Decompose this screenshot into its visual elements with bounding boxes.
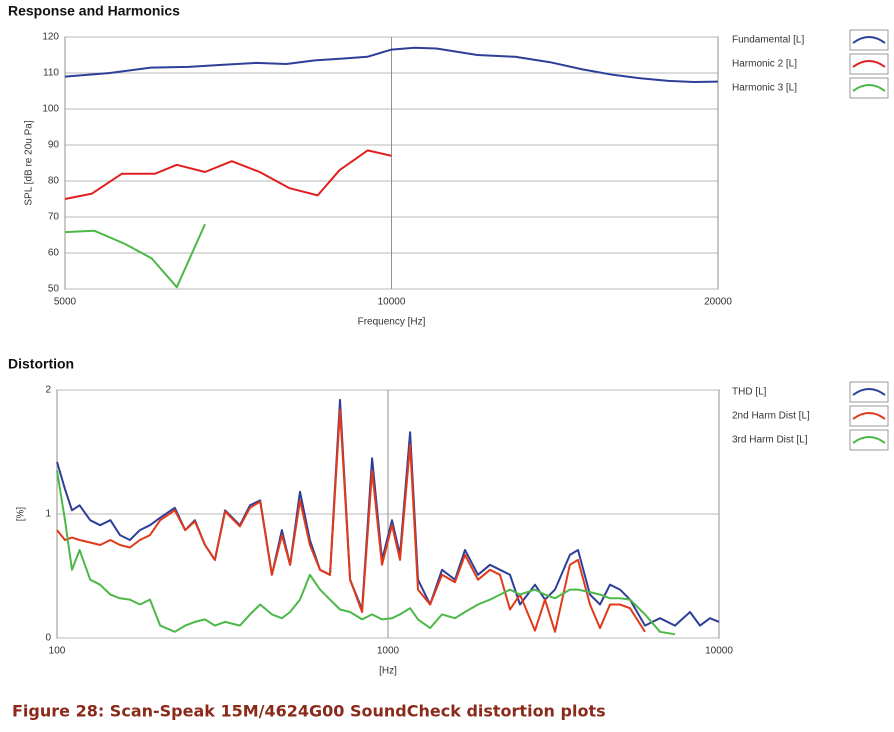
chart-title: Response and Harmonics	[8, 3, 180, 19]
legend-box	[849, 77, 889, 99]
y-axis-label: [%]	[16, 507, 27, 522]
caption: Figure 28: Scan-Speak 15M/4624G00 SoundC…	[12, 702, 606, 721]
x-tick-label: 100	[49, 646, 66, 657]
x-tick-label: 5000	[54, 297, 77, 308]
chart-title: Distortion	[8, 356, 74, 372]
y-tick-label: 80	[48, 176, 60, 187]
legend-box	[849, 29, 889, 51]
y-tick-label: 0	[45, 633, 51, 644]
x-axis-label: Frequency [Hz]	[358, 317, 426, 328]
legend-swatch	[852, 84, 886, 92]
x-tick-label: 1000	[377, 646, 400, 657]
x-tick-label: 20000	[704, 297, 732, 308]
series-line	[64, 223, 206, 289]
y-tick-label: 90	[48, 140, 60, 151]
x-axis-label: [Hz]	[379, 666, 397, 677]
series-line	[56, 408, 646, 633]
x-tick-label: 10000	[705, 646, 733, 657]
series-line	[56, 470, 676, 636]
legend-swatch	[852, 436, 886, 444]
series-line	[56, 398, 720, 627]
legend-box	[849, 53, 889, 75]
y-tick-label: 100	[42, 104, 59, 115]
y-tick-label: 50	[48, 284, 60, 295]
legend-label: 3rd Harm Dist [L]	[732, 435, 808, 446]
y-tick-label: 110	[43, 68, 59, 79]
legend-box	[849, 429, 889, 451]
legend-label: THD [L]	[732, 387, 767, 398]
y-tick-label: 120	[42, 32, 59, 43]
legend-box	[849, 381, 889, 403]
legend-box	[849, 405, 889, 427]
series-line	[64, 46, 719, 83]
series-line	[64, 149, 392, 200]
legend-swatch	[852, 412, 886, 420]
legend-swatch	[852, 36, 886, 44]
y-tick-label: 2	[45, 385, 51, 396]
legend-swatch	[852, 388, 886, 396]
y-tick-label: 60	[48, 248, 60, 259]
y-axis-label: SPL [dB re 20u Pa]	[24, 120, 35, 205]
legend-label: Fundamental [L]	[732, 35, 804, 46]
legend-label: 2nd Harm Dist [L]	[732, 411, 810, 422]
legend-label: Harmonic 3 [L]	[732, 83, 797, 94]
y-tick-label: 1	[45, 509, 51, 520]
legend-label: Harmonic 2 [L]	[732, 59, 797, 70]
x-tick-label: 10000	[378, 297, 406, 308]
y-tick-label: 70	[48, 212, 60, 223]
legend-swatch	[852, 60, 886, 68]
